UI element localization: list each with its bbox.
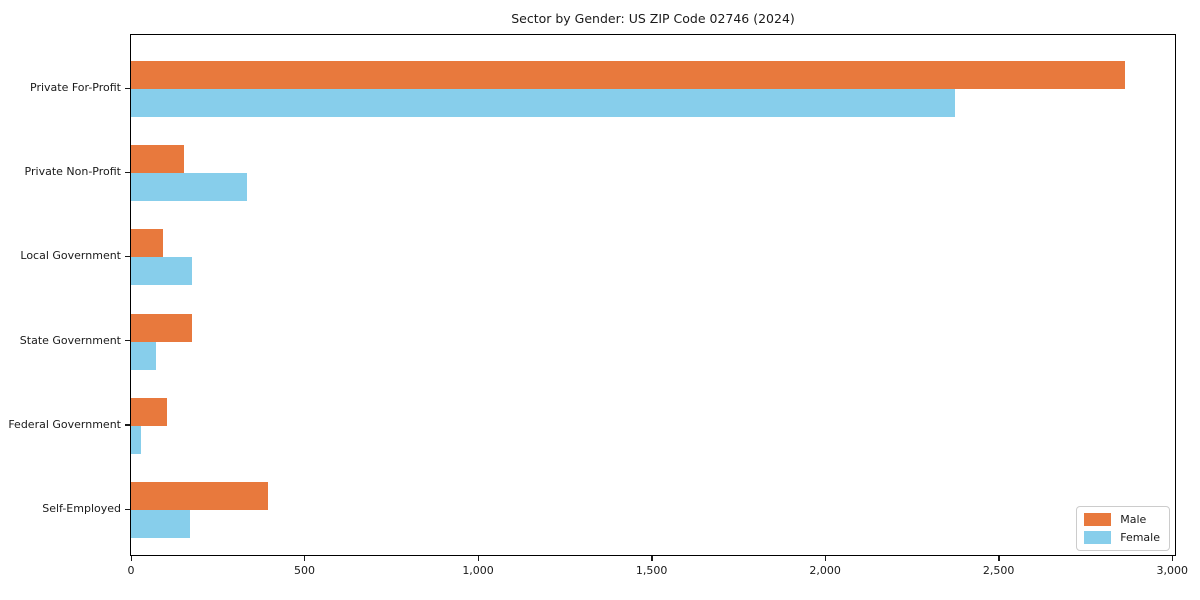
male-bar-federal-government (131, 397, 167, 426)
x-tick-label: 1,500 (635, 564, 668, 577)
x-tick-label: 1,000 (462, 564, 494, 577)
y-axis-label-federal-government: Federal Government (8, 417, 121, 431)
chart-title: Sector by Gender: US ZIP Code 02746 (202… (511, 11, 795, 26)
x-tick (651, 556, 653, 561)
male-bar-local-government (131, 229, 163, 258)
x-tick-label: 3,000 (1156, 564, 1188, 577)
y-tick (125, 424, 130, 426)
legend-label-male: Male (1120, 513, 1147, 526)
female-bar-local-government (131, 257, 192, 286)
female-bar-private-for-profit (131, 89, 955, 117)
x-tick-label: 0 (127, 564, 135, 577)
male-bar-private-for-profit (131, 61, 1125, 89)
y-tick (125, 508, 130, 510)
male-bar-state-government (131, 313, 192, 342)
female-bar-self-employed (131, 510, 190, 538)
female-bar-private-non-profit (131, 173, 247, 202)
x-tick-label: 2,500 (982, 564, 1015, 577)
female-bar-state-government (131, 341, 156, 370)
y-axis-label-self-employed: Self-Employed (42, 502, 121, 515)
y-tick (125, 171, 130, 174)
legend-label-female: Female (1120, 531, 1160, 544)
y-axis-label-private-non-profit: Private Non-Profit (24, 165, 121, 179)
x-tick (477, 556, 479, 561)
legend-swatch-male-icon (1084, 513, 1112, 526)
y-axis-label-local-government: Local Government (20, 249, 121, 263)
y-tick (125, 340, 130, 342)
x-tick-label: 2,000 (809, 564, 841, 577)
x-tick (824, 556, 827, 561)
male-bar-self-employed (131, 482, 268, 510)
y-tick (125, 87, 130, 89)
x-tick-label: 500 (294, 564, 316, 577)
male-bar-private-non-profit (131, 145, 184, 174)
x-tick (1171, 556, 1174, 561)
y-axis-label-private-for-profit: Private For-Profit (30, 81, 121, 94)
legend-item-female: Female (1084, 531, 1160, 544)
y-axis-label-state-government: State Government (19, 333, 121, 347)
y-tick (125, 255, 130, 258)
x-tick (998, 556, 1000, 561)
legend-item-male: Male (1084, 513, 1160, 526)
female-bar-federal-government (131, 425, 141, 454)
x-tick (130, 556, 132, 561)
legend: Male Female (1076, 506, 1170, 551)
legend-swatch-female-icon (1084, 531, 1112, 544)
plot-area: Male Female (130, 34, 1176, 556)
x-tick (304, 556, 306, 561)
